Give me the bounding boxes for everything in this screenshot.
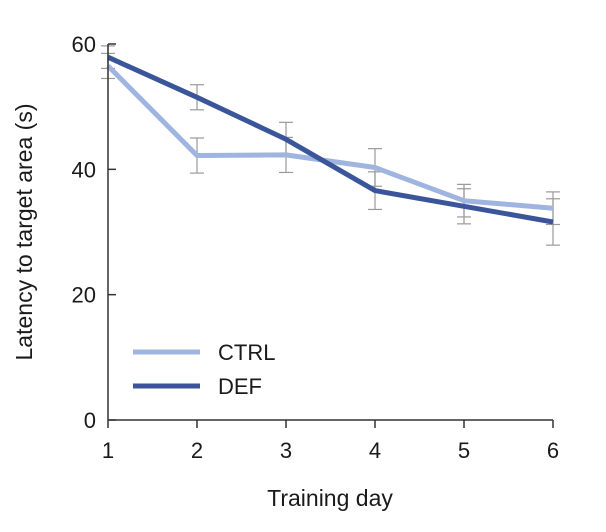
x-tick-label: 3 [280,438,292,463]
y-tick-label: 0 [84,408,96,433]
legend-label-ctrl: CTRL [218,340,275,365]
series-line-def [106,54,554,225]
x-axis-title: Training day [267,485,393,511]
x-tick-label: 4 [369,438,381,463]
x-tick-label: 2 [191,438,203,463]
legend: CTRL DEF [133,340,275,399]
x-tick-label: 1 [102,438,114,463]
series-lines [106,54,554,225]
y-tick-label: 60 [72,32,96,57]
x-axis-ticks: 1 2 3 4 5 6 [102,420,559,463]
error-bars [101,45,560,246]
y-tick-label: 20 [72,283,96,308]
y-tick-label: 40 [72,157,96,182]
y-axis-title: Latency to target area (s) [11,104,37,361]
x-tick-label: 6 [547,438,559,463]
series-line-ctrl [106,64,554,211]
y-axis-ticks: 0 20 40 60 [72,32,116,433]
x-tick-label: 5 [458,438,470,463]
legend-label-def: DEF [218,374,262,399]
